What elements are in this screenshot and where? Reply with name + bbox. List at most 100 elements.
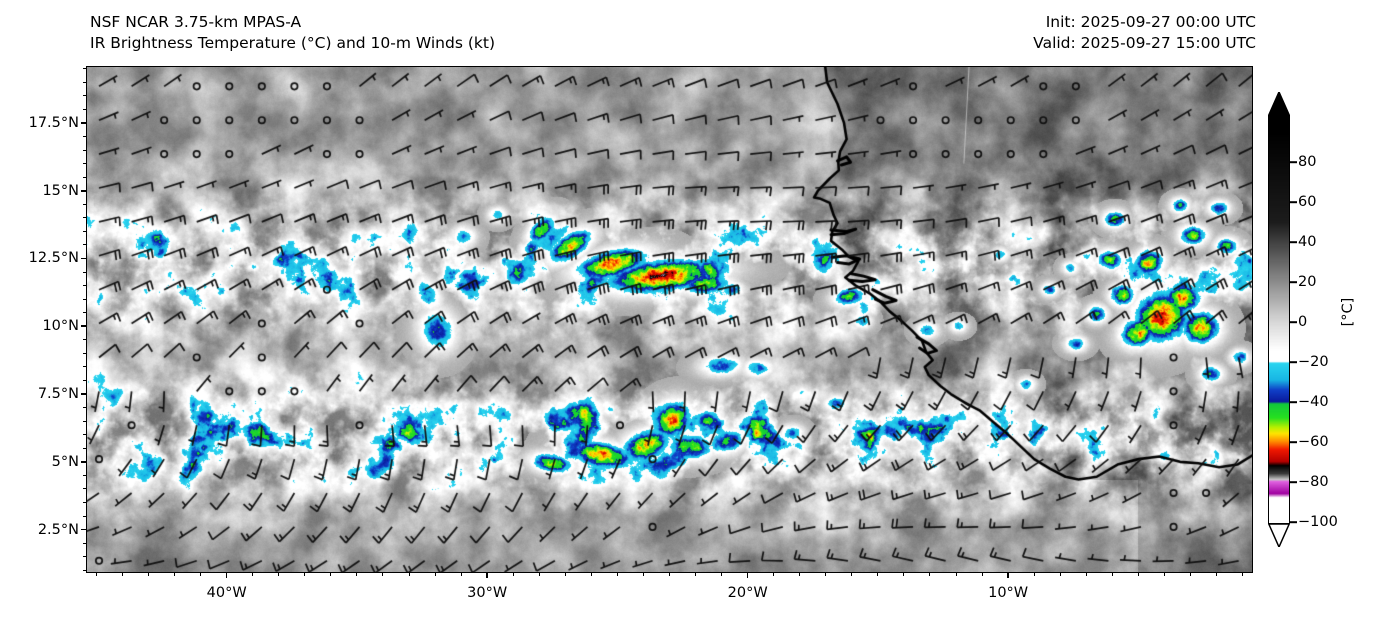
colorbar-tick-label: 0 — [1298, 314, 1308, 330]
longitude-minor-tick — [669, 573, 670, 576]
init-time: Init: 2025-09-27 00:00 UTC — [1045, 13, 1256, 31]
longitude-minor-tick — [408, 573, 410, 576]
longitude-minor-tick — [434, 573, 436, 576]
longitude-minor-tick — [252, 573, 254, 576]
valid-time: Valid: 2025-09-27 15:00 UTC — [1033, 34, 1256, 52]
colorbar-tick-mark — [1290, 281, 1297, 283]
latitude-axis: 2.5°N 5°N 7.5°N 10°N 12.5°N 15°N 17.5°N — [0, 0, 79, 623]
latitude-minor-tick — [83, 556, 86, 558]
longitude-minor-tick — [564, 573, 566, 576]
latitude-minor-tick — [83, 474, 86, 476]
longitude-minor-tick — [200, 573, 202, 576]
latitude-minor-tick — [83, 298, 86, 300]
longitude-minor-tick — [538, 573, 540, 576]
longitude-minor-tick — [1085, 573, 1087, 576]
latitude-minor-tick — [83, 380, 86, 381]
longitude-minor-tick — [1242, 573, 1244, 576]
longitude-tick-label: 40°W — [206, 585, 247, 601]
colorbar-tick-label: −20 — [1298, 354, 1329, 370]
longitude-minor-tick — [851, 573, 853, 576]
latitude-minor-tick — [83, 339, 86, 341]
longitude-minor-tick — [799, 573, 801, 576]
longitude-minor-tick — [903, 573, 905, 576]
longitude-minor-tick — [1216, 573, 1218, 576]
longitude-tick-label: 30°W — [467, 585, 508, 601]
latitude-tick-label: 7.5°N — [37, 386, 79, 403]
latitude-minor-tick — [83, 461, 86, 463]
latitude-minor-tick — [83, 122, 86, 124]
latitude-minor-tick — [83, 569, 86, 571]
longitude-minor-tick — [278, 573, 280, 576]
longitude-minor-tick — [590, 573, 592, 576]
latitude-minor-tick — [83, 257, 86, 259]
longitude-minor-tick — [1137, 573, 1139, 576]
model-title: NSF NCAR 3.75-km MPAS-A — [90, 13, 302, 31]
latitude-minor-tick — [83, 366, 86, 368]
longitude-minor-tick — [382, 573, 384, 576]
colorbar-tick-mark — [1290, 321, 1297, 323]
colorbar-tick-label: 60 — [1298, 194, 1317, 210]
latitude-minor-tick — [83, 203, 86, 205]
latitude-minor-tick — [83, 325, 86, 327]
colorbar-tick-label: 40 — [1298, 234, 1317, 250]
latitude-minor-tick — [83, 176, 86, 178]
latitude-tick-label: 2.5°N — [37, 521, 79, 538]
longitude-minor-tick — [1059, 573, 1061, 576]
colorbar-tick-label: 80 — [1298, 154, 1317, 170]
longitude-tick-label: 20°W — [727, 585, 768, 601]
colorbar-tick-mark — [1290, 361, 1297, 363]
colorbar-tick-label: −80 — [1298, 474, 1329, 490]
colorbar-gradient — [1268, 115, 1290, 524]
longitude-minor-tick — [512, 573, 514, 576]
latitude-minor-tick — [83, 244, 86, 246]
latitude-minor-tick — [83, 285, 86, 287]
longitude-minor-tick — [955, 573, 957, 576]
longitude-minor-tick — [330, 573, 332, 576]
latitude-minor-tick — [83, 163, 86, 165]
colorbar-tick-mark — [1290, 201, 1297, 203]
longitude-minor-tick — [1033, 573, 1035, 576]
latitude-tick-label: 17.5°N — [28, 114, 79, 131]
longitude-minor-tick — [825, 573, 827, 576]
longitude-axis: 40°W 30°W 20°W 10°W — [0, 585, 1394, 615]
colorbar-tick-label: 20 — [1298, 274, 1317, 290]
latitude-minor-tick — [83, 542, 86, 544]
latitude-minor-tick — [83, 393, 86, 395]
latitude-minor-tick — [83, 135, 86, 137]
longitude-minor-tick — [121, 573, 123, 576]
colorbar-tick-label: −40 — [1298, 394, 1329, 410]
colorbar-max-extend-arrow — [1268, 92, 1290, 116]
latitude-minor-tick — [83, 488, 86, 490]
latitude-minor-tick — [83, 352, 86, 354]
longitude-minor-tick — [721, 573, 723, 576]
latitude-minor-tick — [83, 68, 86, 70]
latitude-minor-tick — [83, 515, 86, 517]
longitude-minor-tick — [773, 573, 775, 576]
longitude-minor-tick — [356, 573, 358, 576]
latitude-minor-tick — [83, 149, 86, 151]
longitude-minor-tick — [95, 573, 97, 576]
colorbar: 80 60 40 20 0 −20 −40 −60 −80 −100 — [1268, 92, 1338, 547]
longitude-minor-tick — [460, 573, 462, 576]
latitude-minor-tick — [83, 190, 86, 192]
longitude-minor-tick — [1111, 573, 1113, 576]
colorbar-tick-mark — [1290, 241, 1297, 243]
colorbar-body — [1268, 115, 1290, 524]
colorbar-tick-label: −60 — [1298, 434, 1329, 450]
longitude-minor-tick — [747, 573, 749, 576]
longitude-minor-tick — [981, 573, 983, 576]
longitude-minor-tick — [1163, 573, 1165, 576]
latitude-minor-tick — [83, 420, 86, 422]
colorbar-tick-mark — [1290, 441, 1297, 443]
latitude-minor-tick — [83, 312, 86, 314]
latitude-minor-tick — [83, 217, 86, 219]
map-plot-area — [86, 66, 1253, 573]
field-title: IR Brightness Temperature (°C) and 10-m … — [90, 34, 495, 52]
longitude-tick-label: 10°W — [988, 585, 1029, 601]
colorbar-tick-mark — [1290, 521, 1297, 523]
longitude-minor-tick — [616, 573, 618, 576]
latitude-tick-label: 5°N — [51, 453, 79, 470]
latitude-minor-tick — [83, 502, 86, 503]
longitude-minor-tick — [148, 573, 150, 576]
